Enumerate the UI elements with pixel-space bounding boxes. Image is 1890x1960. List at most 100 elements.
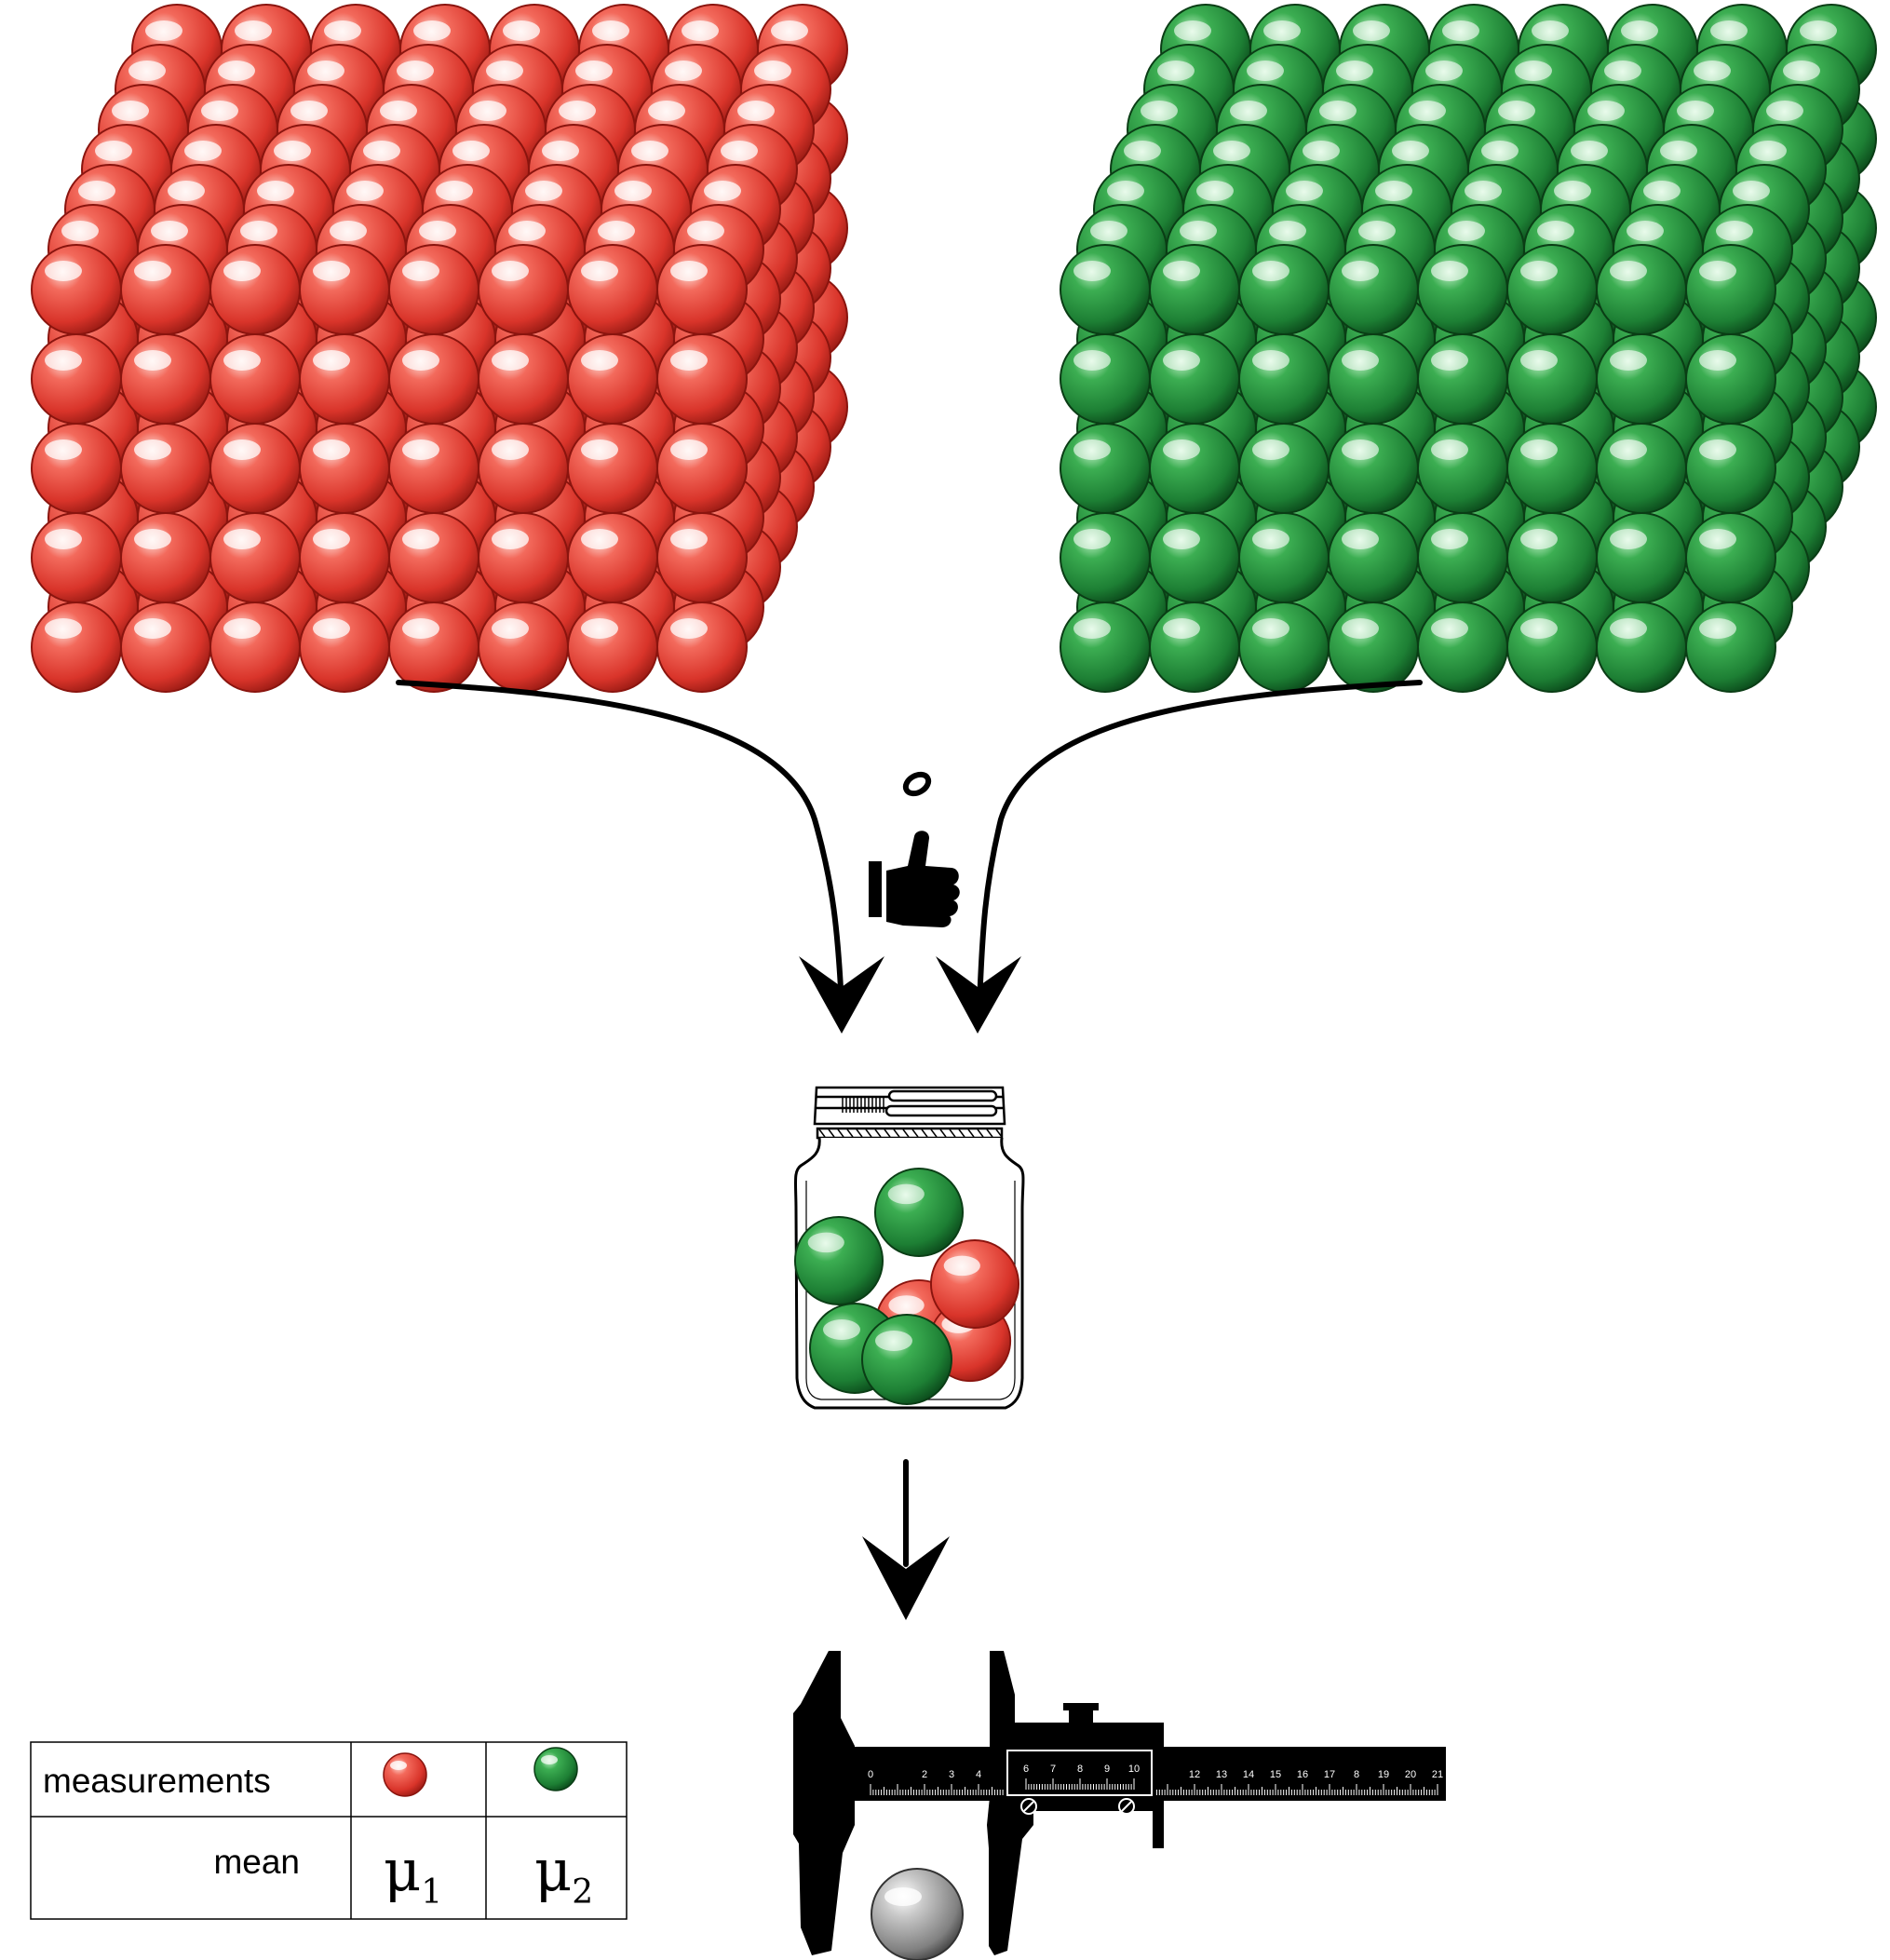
- green-marble: [1328, 423, 1419, 514]
- jar-lid: [813, 1086, 1006, 1140]
- green-marble: [1506, 244, 1598, 335]
- jar-ridge: [902, 1129, 910, 1138]
- red-marble: [31, 512, 122, 603]
- red-marble: [120, 244, 211, 335]
- red-marble: [299, 244, 390, 335]
- green-marble: [1417, 602, 1508, 693]
- red-marble: [567, 333, 658, 425]
- main-scale-label: 14: [1243, 1769, 1254, 1780]
- green-marble: [1417, 244, 1508, 335]
- jar-ridge: [958, 1129, 965, 1138]
- red-marble: [120, 423, 211, 514]
- jar-ridge: [939, 1129, 947, 1138]
- legend-table: measurements mean μ1 μ2: [30, 1741, 628, 1920]
- green-marble: [1596, 602, 1687, 693]
- green-marble: [1506, 333, 1598, 425]
- jar-ridge: [856, 1129, 863, 1138]
- jar-lid-ridges: [818, 1097, 1003, 1138]
- hand-cuff: [869, 861, 882, 917]
- red-marble: [567, 512, 658, 603]
- green-marble: [1238, 602, 1330, 693]
- arrow-head-green: [936, 956, 1021, 1034]
- jar-ridge: [986, 1129, 993, 1138]
- green-marble: [1596, 512, 1687, 603]
- red-marble: [656, 512, 748, 603]
- red-marble: [656, 602, 748, 693]
- red-marble: [656, 244, 748, 335]
- red-marble: [388, 423, 479, 514]
- arrow-from-red: [396, 680, 844, 1008]
- vernier-label: 8: [1077, 1764, 1083, 1775]
- red-marble: [209, 244, 301, 335]
- caliper-main-scale: 0 2 3 4 12 13 14 15 16 17 8 19 20 21: [868, 1769, 1443, 1795]
- green-marble: [1060, 333, 1151, 425]
- green-marble: [1328, 244, 1419, 335]
- main-scale-label: 2: [922, 1769, 927, 1780]
- main-scale-label: 16: [1297, 1769, 1308, 1780]
- red-marble: [478, 423, 569, 514]
- red-marble: [299, 423, 390, 514]
- red-marble: [388, 602, 479, 693]
- caliper-slider: [987, 1651, 1164, 1955]
- arrow-heads: [799, 956, 1021, 1620]
- green-marble: [1685, 602, 1776, 693]
- red-marble: [388, 244, 479, 335]
- mean-mu2: μ2: [534, 1836, 593, 1912]
- arrow-head-down: [862, 1536, 950, 1620]
- red-marble: [478, 512, 569, 603]
- red-marble: [209, 333, 301, 425]
- green-marble: [1685, 423, 1776, 514]
- green-marble: [1596, 423, 1687, 514]
- jar-ridge: [967, 1129, 975, 1138]
- jar-ridge: [930, 1129, 938, 1138]
- vernier-label: 7: [1050, 1764, 1056, 1775]
- green-marble-icon: [533, 1747, 578, 1791]
- green-marble: [1149, 423, 1240, 514]
- green-marble: [1685, 512, 1776, 603]
- red-marble: [656, 423, 748, 514]
- jar-ridge: [921, 1129, 928, 1138]
- sampling-arrows: [396, 680, 1423, 1567]
- red-marble-icon: [383, 1752, 427, 1797]
- red-marble: [567, 244, 658, 335]
- caliper-vernier-scale: 6 7 8 9 10: [1023, 1764, 1140, 1790]
- green-marble: [1149, 602, 1240, 693]
- vernier-label: 10: [1128, 1764, 1140, 1775]
- arrow-head-red: [799, 956, 884, 1034]
- red-marble: [388, 512, 479, 603]
- green-marble: [1328, 333, 1419, 425]
- measured-grey-marble: [0, 0, 45, 45]
- caliper-fixed-jaw: [793, 1651, 855, 1955]
- hand-tossing-coin-icon: [869, 771, 960, 927]
- red-marble: [209, 423, 301, 514]
- red-marble: [478, 244, 569, 335]
- vernier-label: 9: [1104, 1764, 1110, 1775]
- jar-ridge: [949, 1129, 956, 1138]
- jar-ridge: [865, 1129, 872, 1138]
- red-marble: [567, 423, 658, 514]
- thumbs-up-hand: [886, 831, 960, 927]
- red-marble: [299, 333, 390, 425]
- green-marble: [1506, 423, 1598, 514]
- row-label-measurements: measurements: [43, 1762, 271, 1800]
- jar-ridge: [846, 1129, 854, 1138]
- jar-ridge: [818, 1129, 826, 1138]
- green-marble: [1596, 333, 1687, 425]
- red-marble: [388, 333, 479, 425]
- green-marble: [1417, 423, 1508, 514]
- red-marble: [299, 602, 390, 693]
- green-marble: [1060, 602, 1151, 693]
- main-scale-label: 8: [1354, 1769, 1359, 1780]
- green-marble: [1149, 333, 1240, 425]
- main-scale-label: 19: [1378, 1769, 1389, 1780]
- green-marble: [1596, 244, 1687, 335]
- red-marble: [299, 512, 390, 603]
- row-label-mean: mean: [213, 1843, 300, 1881]
- jar-ridge: [995, 1129, 1003, 1138]
- green-marble: [1328, 512, 1419, 603]
- jar-ridge: [837, 1129, 844, 1138]
- jar-icon: [793, 1086, 1025, 1410]
- green-marble: [1238, 333, 1330, 425]
- main-scale-label: 21: [1432, 1769, 1443, 1780]
